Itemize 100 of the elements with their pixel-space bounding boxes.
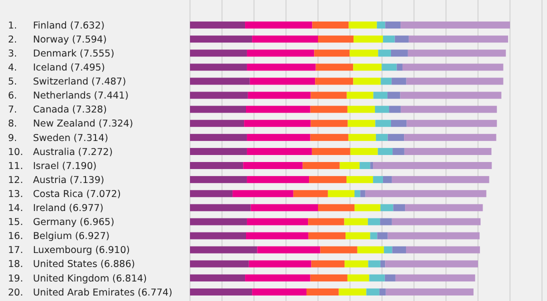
- bar: [406, 120, 497, 127]
- bar: [306, 288, 339, 296]
- bar: [252, 36, 318, 43]
- bar: [248, 260, 312, 268]
- bar: [392, 218, 481, 226]
- bar: [245, 22, 312, 29]
- bar: [406, 246, 480, 254]
- bar: [190, 162, 244, 170]
- bar: [190, 288, 252, 296]
- y-tick-label: 13. Costa Rica (7.072): [8, 188, 121, 200]
- bar: [348, 134, 376, 141]
- bar: [314, 50, 350, 57]
- bar: [344, 260, 368, 268]
- bar: [348, 22, 377, 29]
- bar: [190, 148, 247, 155]
- bar: [394, 36, 409, 43]
- bar: [388, 232, 480, 240]
- bar: [344, 218, 368, 226]
- y-tick-label: 10. Australia (7.272): [8, 146, 113, 158]
- bar: [310, 106, 348, 113]
- category-label: 5. Switzerland (7.487): [8, 76, 126, 88]
- bar: [378, 50, 391, 57]
- bar: [392, 176, 490, 184]
- bar: [353, 78, 381, 85]
- y-tick-label: 16. Belgium (6.927): [8, 231, 110, 242]
- bar: [316, 64, 354, 71]
- bar: [190, 246, 258, 254]
- bar: [312, 148, 350, 155]
- bar: [190, 190, 233, 198]
- bar: [408, 50, 506, 57]
- bar: [368, 260, 380, 268]
- bar: [388, 134, 404, 141]
- bar: [402, 64, 504, 71]
- bar: [373, 176, 383, 184]
- bar: [246, 218, 308, 226]
- category-label: 9. Sweden (7.314): [8, 132, 108, 144]
- y-tick-label: 17. Luxembourg (6.910): [8, 245, 130, 256]
- bar: [190, 22, 246, 29]
- bar: [357, 246, 384, 254]
- bar: [346, 232, 370, 240]
- bar: [380, 204, 394, 212]
- bar: [382, 176, 392, 184]
- y-tick-label: 18. United States (6.886): [8, 259, 135, 270]
- bar: [404, 134, 496, 141]
- bar: [395, 274, 476, 282]
- bar: [190, 218, 247, 226]
- bar: [190, 120, 244, 127]
- category-label: 7. Canada (7.328): [8, 104, 107, 116]
- bar: [390, 120, 407, 127]
- bar: [348, 120, 376, 127]
- y-tick-label: 19. United Kingdom (6.814): [8, 273, 147, 284]
- category-label: 4. Iceland (7.495): [8, 62, 106, 74]
- bar: [380, 218, 392, 226]
- bar: [250, 204, 318, 212]
- bar: [244, 120, 311, 127]
- bar: [354, 36, 383, 43]
- bar: [373, 162, 492, 170]
- bar: [252, 288, 306, 296]
- bar: [373, 92, 388, 99]
- bar: [338, 288, 366, 296]
- y-tick-label: 15. Germany (6.965): [8, 217, 114, 228]
- bar: [376, 134, 388, 141]
- bar: [190, 204, 251, 212]
- bar: [243, 162, 303, 170]
- bar: [340, 162, 360, 170]
- bar: [250, 78, 316, 85]
- bar: [405, 204, 483, 212]
- bar: [309, 176, 346, 184]
- bar: [293, 190, 328, 198]
- bar: [387, 92, 400, 99]
- y-tick-label: 14. Ireland (6.977): [8, 203, 104, 214]
- bar: [311, 260, 345, 268]
- bar: [384, 246, 392, 254]
- bar: [302, 162, 340, 170]
- bar: [379, 288, 386, 296]
- bar: [392, 78, 406, 85]
- bar: [190, 106, 246, 113]
- bar: [248, 92, 311, 99]
- bar: [246, 232, 308, 240]
- bar: [375, 120, 391, 127]
- bar: [190, 36, 252, 43]
- bar: [380, 78, 392, 85]
- bar: [354, 204, 380, 212]
- bar: [365, 190, 486, 198]
- bar: [389, 106, 401, 113]
- bar: [392, 246, 406, 254]
- bar: [346, 176, 374, 184]
- y-tick-label: 20. United Arab Emirates (6.774): [8, 287, 172, 298]
- bar: [382, 64, 397, 71]
- bar: [190, 260, 249, 268]
- bar: [360, 162, 370, 170]
- bar: [400, 106, 497, 113]
- bar: [246, 64, 316, 71]
- bar: [315, 78, 354, 85]
- bar: [318, 204, 354, 212]
- bar: [406, 78, 504, 85]
- bar: [408, 36, 508, 43]
- y-tick-label: 11. Israel (7.190): [8, 160, 97, 172]
- bar: [370, 232, 378, 240]
- bar: [393, 204, 406, 212]
